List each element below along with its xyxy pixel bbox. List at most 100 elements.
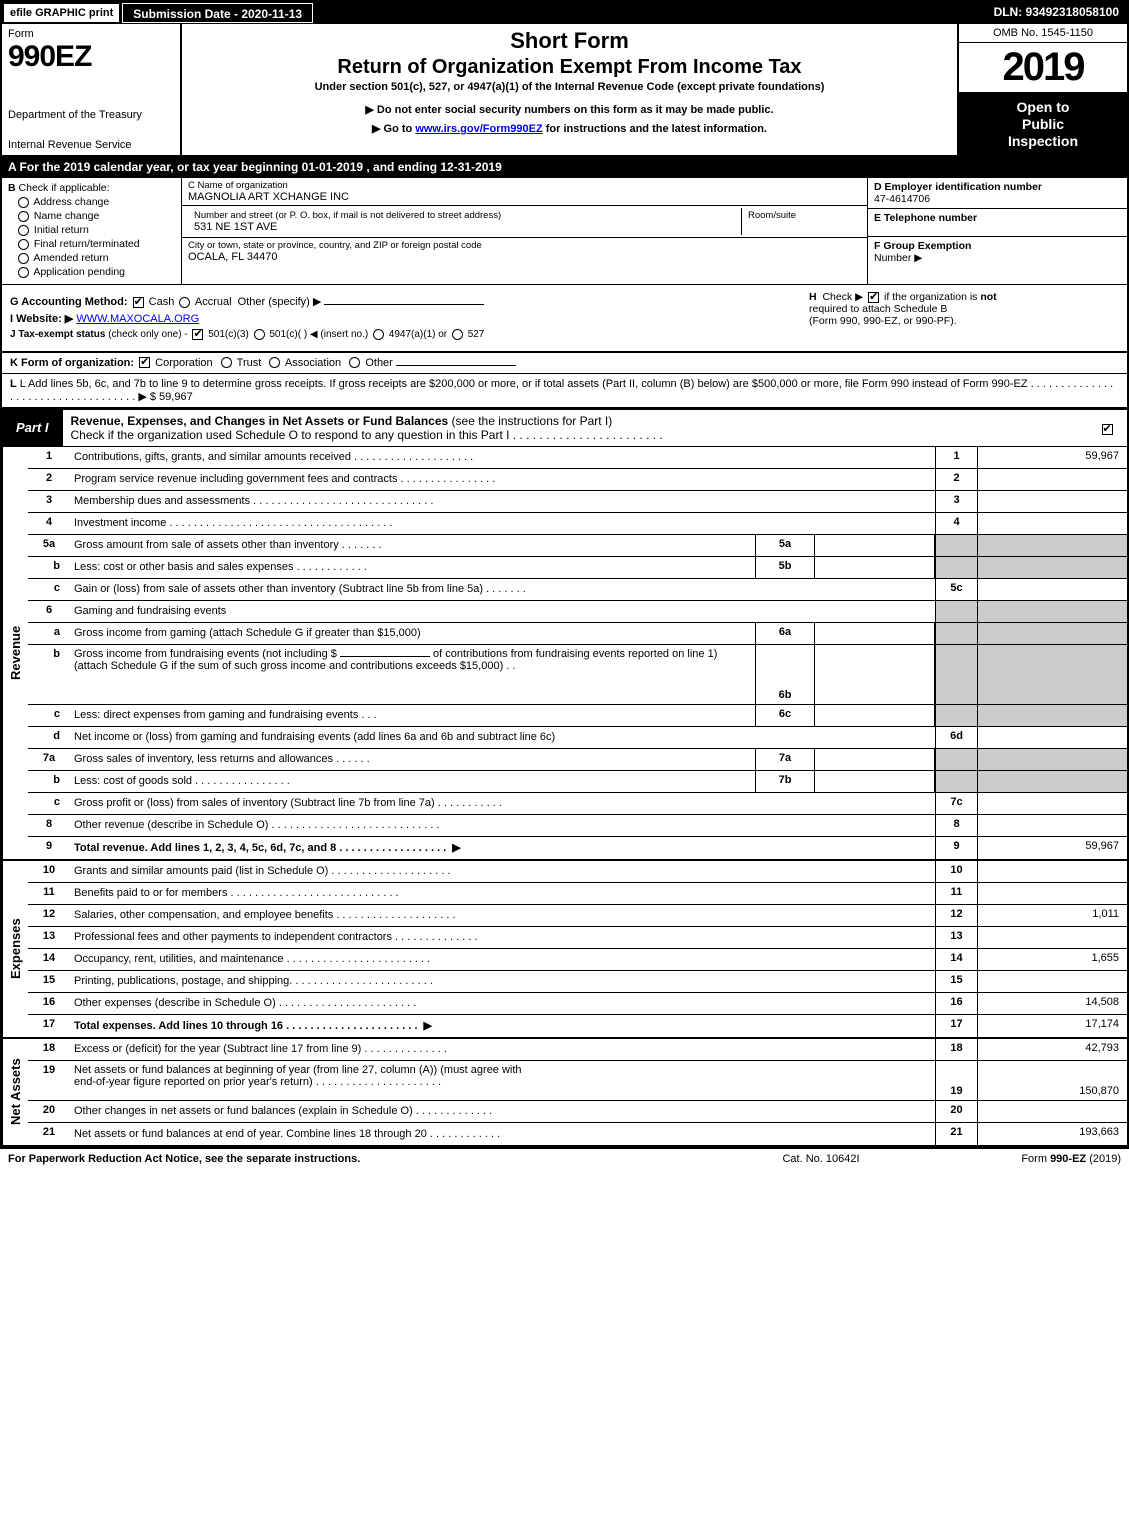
g-other-input[interactable] xyxy=(324,304,484,305)
chk-corporation[interactable] xyxy=(139,357,150,368)
chk-other-org[interactable] xyxy=(349,357,360,368)
chk-name-change[interactable]: Name change xyxy=(16,210,175,222)
part1-header: Part I Revenue, Expenses, and Changes in… xyxy=(2,408,1127,447)
ln5c-desc: Gain or (loss) from sale of assets other… xyxy=(70,579,935,600)
ln6a-val[interactable] xyxy=(815,623,935,644)
h-text2: if the organization is xyxy=(884,291,980,303)
row-12: 12 Salaries, other compensation, and emp… xyxy=(28,905,1127,927)
part1-title-rest: (see the instructions for Part I) xyxy=(448,414,612,428)
ln6b-val[interactable] xyxy=(815,645,935,704)
ln12-desc: Salaries, other compensation, and employ… xyxy=(70,905,935,926)
ln15-desc: Printing, publications, postage, and shi… xyxy=(70,971,935,992)
ln5b-shade2 xyxy=(977,557,1127,578)
ln19-d1: Net assets or fund balances at beginning… xyxy=(74,1064,931,1076)
row-14: 14 Occupancy, rent, utilities, and maint… xyxy=(28,949,1127,971)
revenue-sidebar: Revenue xyxy=(2,447,28,859)
ln1-desc: Contributions, gifts, grants, and simila… xyxy=(70,447,935,468)
ln7a-val[interactable] xyxy=(815,749,935,770)
main-title: Return of Organization Exempt From Incom… xyxy=(190,56,949,79)
ln5b-val[interactable] xyxy=(815,557,935,578)
ln9-amt: 59,967 xyxy=(977,837,1127,859)
net-assets-section: Net Assets 18 Excess or (deficit) for th… xyxy=(2,1039,1127,1147)
chk-schedule-o-used[interactable] xyxy=(1102,424,1113,435)
irs-link[interactable]: www.irs.gov/Form990EZ xyxy=(415,123,542,135)
ln7b-val[interactable] xyxy=(815,771,935,792)
website-link[interactable]: WWW.MAXOCALA.ORG xyxy=(76,313,199,325)
ln7c-lnum: 7c xyxy=(935,793,977,814)
ln18-lnum: 18 xyxy=(935,1039,977,1060)
section-def: D Employer identification number 47-4614… xyxy=(867,178,1127,284)
chk-501c3[interactable] xyxy=(192,329,203,340)
ln17-amt: 17,174 xyxy=(977,1015,1127,1037)
chk-not-required-schedule-b[interactable] xyxy=(868,292,879,303)
ln2-num: 2 xyxy=(28,469,70,490)
entity-block: B Check if applicable: Address change Na… xyxy=(2,178,1127,285)
ln20-lnum: 20 xyxy=(935,1101,977,1122)
goto-post: for instructions and the latest informat… xyxy=(543,123,767,135)
chk-accrual[interactable] xyxy=(179,297,190,308)
j-3: 4947(a)(1) or xyxy=(389,330,447,341)
chk-address-change[interactable]: Address change xyxy=(16,196,175,208)
g-label: G Accounting Method: xyxy=(10,296,128,308)
ln11-desc: Benefits paid to or for members . . . . … xyxy=(70,883,935,904)
top-bar: efile GRAPHIC print Submission Date - 20… xyxy=(2,2,1127,24)
k-2: Trust xyxy=(237,357,262,369)
row-6a: a Gross income from gaming (attach Sched… xyxy=(28,623,1127,645)
ln16-lnum: 16 xyxy=(935,993,977,1014)
ln15-amt xyxy=(977,971,1127,992)
ein-row: D Employer identification number 47-4614… xyxy=(868,178,1127,209)
ln19-d2: end-of-year figure reported on prior yea… xyxy=(74,1076,931,1088)
ln20-desc: Other changes in net assets or fund bala… xyxy=(70,1101,935,1122)
ln6c-val[interactable] xyxy=(815,705,935,726)
chk-trust[interactable] xyxy=(221,357,232,368)
h-block: H Check ▶ if the organization is not req… xyxy=(809,291,1119,344)
ln19-lnum: 19 xyxy=(935,1061,977,1100)
ein-value: 47-4614706 xyxy=(874,193,1121,205)
row-5c: c Gain or (loss) from sale of assets oth… xyxy=(28,579,1127,601)
chk-initial-return[interactable]: Initial return xyxy=(16,224,175,236)
chk-final-return[interactable]: Final return/terminated xyxy=(16,238,175,250)
ln6b-blank[interactable] xyxy=(340,656,430,657)
ln6a-shade2 xyxy=(977,623,1127,644)
k-other-input[interactable] xyxy=(396,365,516,366)
row-9: 9 Total revenue. Add lines 1, 2, 3, 4, 5… xyxy=(28,837,1127,859)
phone-row: E Telephone number xyxy=(868,209,1127,237)
ln21-amt: 193,663 xyxy=(977,1123,1127,1145)
header-center: Short Form Return of Organization Exempt… xyxy=(182,24,957,155)
submission-date: Submission Date - 2020-11-13 xyxy=(122,3,313,23)
ln5b-box: 5b xyxy=(755,557,815,578)
chk-amended-return[interactable]: Amended return xyxy=(16,252,175,264)
efile-print-button[interactable]: efile GRAPHIC print xyxy=(3,3,120,23)
f-label2: Number ▶ xyxy=(874,252,1121,264)
row-4: 4 Investment income . . . . . . . . . . … xyxy=(28,513,1127,535)
ln18-num: 18 xyxy=(28,1039,70,1060)
chk-527[interactable] xyxy=(452,329,463,340)
short-form-title: Short Form xyxy=(190,28,949,54)
chk-4947[interactable] xyxy=(373,329,384,340)
ln8-num: 8 xyxy=(28,815,70,836)
row-18: 18 Excess or (deficit) for the year (Sub… xyxy=(28,1039,1127,1061)
city-value: OCALA, FL 34470 xyxy=(188,251,861,263)
i-label: I Website: ▶ xyxy=(10,313,73,325)
room-suite: Room/suite xyxy=(741,208,861,235)
chk-cash[interactable] xyxy=(133,297,144,308)
ln6-shade1 xyxy=(935,601,977,622)
c-label: C Name of organization xyxy=(188,180,861,191)
ln9-lnum: 9 xyxy=(935,837,977,859)
chk-association[interactable] xyxy=(269,357,280,368)
ln15-num: 15 xyxy=(28,971,70,992)
j-note: (check only one) - xyxy=(108,330,187,341)
chk-application-pending[interactable]: Application pending xyxy=(16,266,175,278)
expenses-section: Expenses 10 Grants and similar amounts p… xyxy=(2,861,1127,1039)
chk-501c[interactable] xyxy=(254,329,265,340)
ln6a-shade1 xyxy=(935,623,977,644)
ln3-lnum: 3 xyxy=(935,491,977,512)
row-7b: b Less: cost of goods sold . . . . . . .… xyxy=(28,771,1127,793)
subtitle: Under section 501(c), 527, or 4947(a)(1)… xyxy=(190,81,949,93)
h-text1: Check ▶ xyxy=(822,291,863,303)
ln17-num: 17 xyxy=(28,1015,70,1037)
ln18-amt: 42,793 xyxy=(977,1039,1127,1060)
org-name-row: C Name of organization MAGNOLIA ART XCHA… xyxy=(182,178,867,206)
ln5a-val[interactable] xyxy=(815,535,935,556)
part1-title: Revenue, Expenses, and Changes in Net As… xyxy=(63,410,1087,446)
